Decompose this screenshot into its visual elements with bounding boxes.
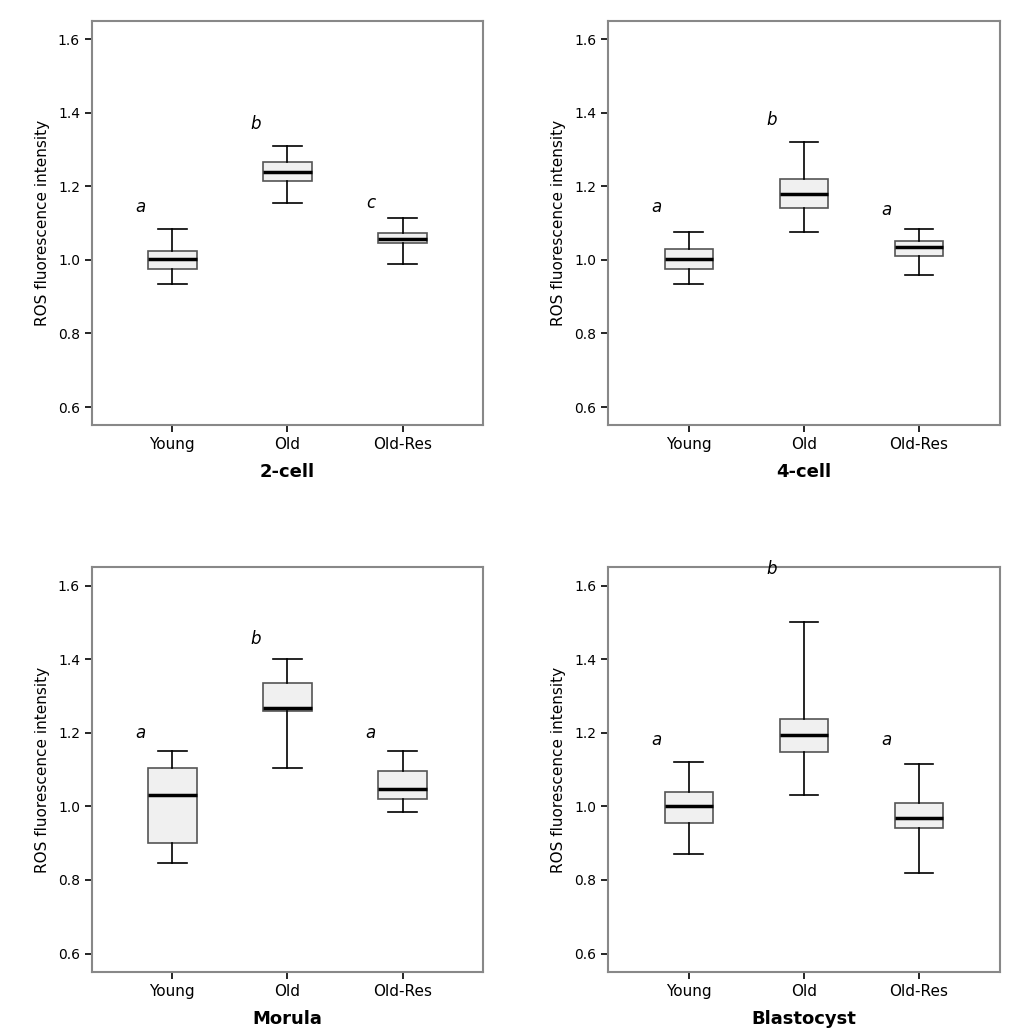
PathPatch shape	[894, 802, 943, 828]
PathPatch shape	[664, 249, 712, 269]
X-axis label: 4-cell: 4-cell	[775, 463, 830, 482]
PathPatch shape	[894, 242, 943, 256]
PathPatch shape	[148, 767, 197, 843]
Text: a: a	[135, 197, 145, 216]
Text: a: a	[365, 724, 375, 742]
Text: a: a	[135, 724, 145, 742]
Text: a: a	[651, 731, 661, 750]
PathPatch shape	[148, 250, 197, 269]
Y-axis label: ROS fluorescence intensity: ROS fluorescence intensity	[35, 120, 50, 326]
X-axis label: Morula: Morula	[253, 1010, 322, 1028]
Text: b: b	[765, 560, 776, 578]
PathPatch shape	[378, 234, 426, 243]
PathPatch shape	[263, 683, 312, 711]
Text: c: c	[366, 194, 375, 212]
Text: a: a	[880, 202, 891, 219]
X-axis label: 2-cell: 2-cell	[260, 463, 315, 482]
PathPatch shape	[378, 771, 426, 799]
Text: a: a	[651, 197, 661, 216]
Y-axis label: ROS fluorescence intensity: ROS fluorescence intensity	[550, 120, 566, 326]
Text: b: b	[250, 115, 260, 133]
X-axis label: Blastocyst: Blastocyst	[751, 1010, 856, 1028]
PathPatch shape	[779, 179, 827, 209]
Text: b: b	[250, 630, 260, 648]
Y-axis label: ROS fluorescence intensity: ROS fluorescence intensity	[35, 667, 50, 873]
Text: a: a	[880, 731, 891, 750]
PathPatch shape	[779, 719, 827, 752]
PathPatch shape	[263, 162, 312, 181]
Text: b: b	[765, 112, 776, 129]
PathPatch shape	[664, 792, 712, 823]
Y-axis label: ROS fluorescence intensity: ROS fluorescence intensity	[550, 667, 566, 873]
